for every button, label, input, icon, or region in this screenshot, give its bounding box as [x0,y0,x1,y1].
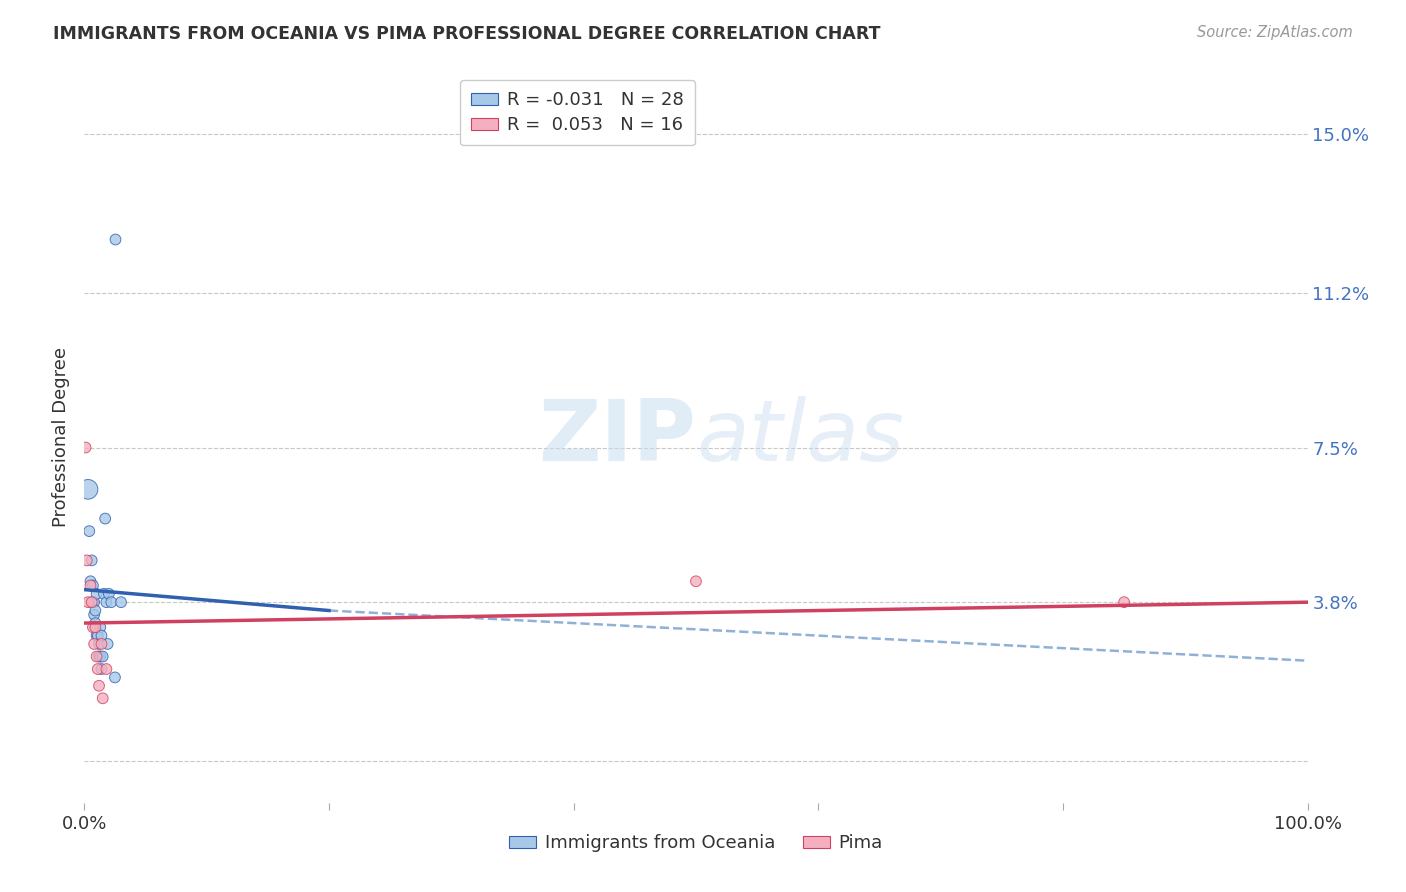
Point [86,587,108,601]
Point [77,595,100,609]
Point [77,483,100,497]
Point [82,620,104,634]
Point [685,574,707,589]
Point [79,578,101,592]
Point [94,511,117,525]
Point [84,603,107,617]
Point [77,524,100,538]
Point [90,629,112,643]
Point [87,629,110,643]
Point [1114,595,1136,609]
Point [83,637,105,651]
Text: ZIP: ZIP [538,395,696,479]
Text: Source: ZipAtlas.com: Source: ZipAtlas.com [1197,25,1353,40]
Point [91,649,114,664]
Point [86,629,108,643]
Point [104,231,127,245]
Point [87,637,110,651]
Point [80,553,103,567]
Point [87,662,110,676]
Point [79,574,101,589]
Point [93,587,115,601]
Point [96,595,118,609]
Point [82,578,104,592]
Point [87,679,110,693]
Point [80,595,103,609]
Point [90,637,112,651]
Point [75,441,97,455]
Point [89,649,111,664]
Point [110,595,132,609]
Point [87,649,110,664]
Point [82,595,104,609]
Point [91,691,114,706]
Point [76,553,98,567]
Legend: Immigrants from Oceania, Pima: Immigrants from Oceania, Pima [502,827,890,860]
Point [83,595,105,609]
Point [86,649,108,664]
Text: atlas: atlas [696,395,904,479]
Point [97,637,120,651]
Point [89,620,111,634]
Text: IMMIGRANTS FROM OCEANIA VS PIMA PROFESSIONAL DEGREE CORRELATION CHART: IMMIGRANTS FROM OCEANIA VS PIMA PROFESSI… [53,25,882,43]
Point [96,662,118,676]
Point [90,662,112,676]
Point [104,670,127,684]
Point [83,607,105,622]
Point [97,587,120,601]
Point [84,616,107,631]
Point [84,620,107,634]
Y-axis label: Professional Degree: Professional Degree [52,347,70,527]
Point [100,595,122,609]
